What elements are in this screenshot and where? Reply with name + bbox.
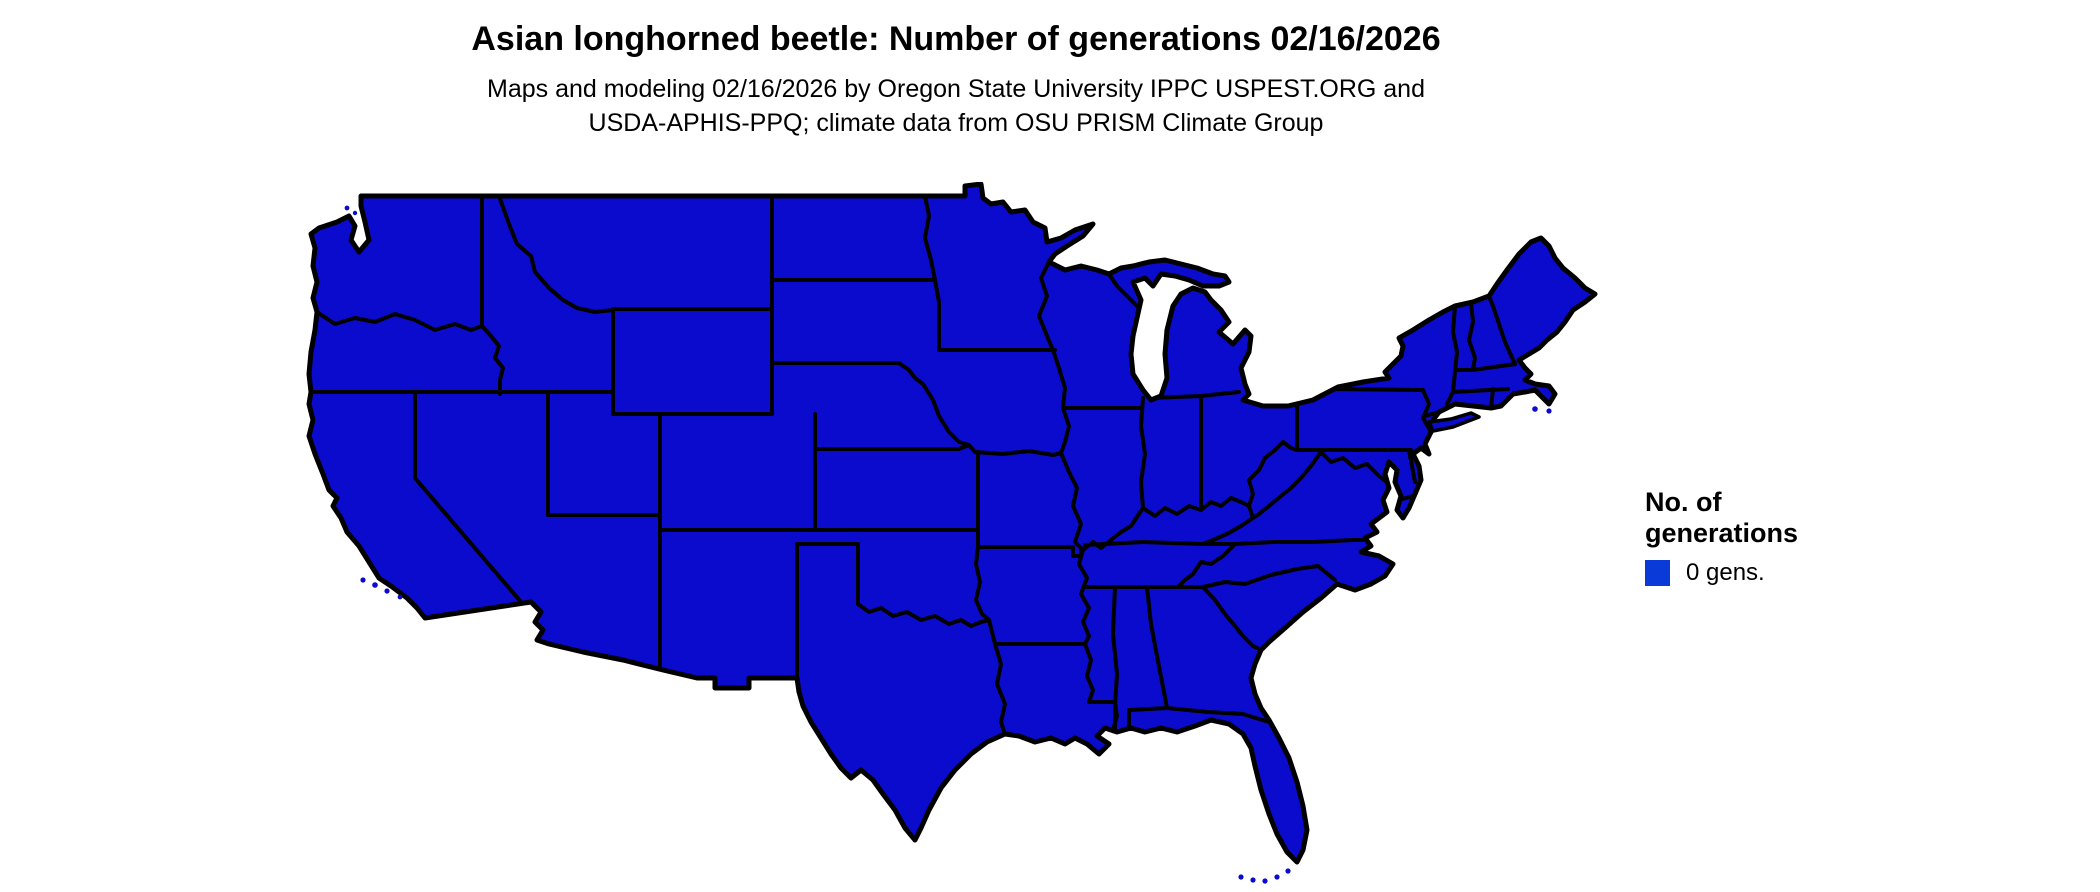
legend-swatch-0-gens-icon <box>1645 560 1670 586</box>
long-island-shape <box>1427 411 1481 433</box>
legend-label-0-gens: 0 gens. <box>1686 559 1765 586</box>
map-legend: No. of generations 0 gens. <box>1645 487 1798 587</box>
us-choropleth-map-svg <box>306 181 1598 884</box>
subtitle-line-2: USDA-APHIS-PPQ; climate data from OSU PR… <box>588 109 1324 137</box>
us-map <box>303 181 1603 884</box>
map-title: Asian longhorned beetle: Number of gener… <box>471 20 1441 58</box>
map-subtitle: Maps and modeling 02/16/2026 by Oregon S… <box>0 72 1912 140</box>
coastal-islands <box>344 205 1552 884</box>
us-states-fill <box>306 181 1598 865</box>
legend-title: No. of generations <box>1645 487 1799 548</box>
legend-item-0-gens: 0 gens. <box>1645 559 1798 587</box>
subtitle-line-1: Maps and modeling 02/16/2026 by Oregon S… <box>487 75 1425 103</box>
state-borders <box>309 194 1517 736</box>
